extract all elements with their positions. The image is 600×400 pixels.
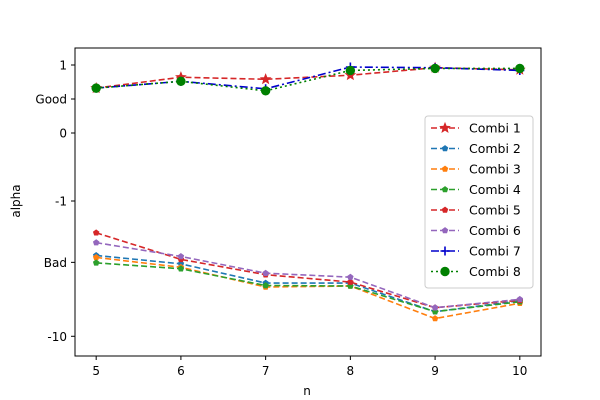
y-tick-label: Good bbox=[35, 93, 67, 107]
legend-label: Combi 6 bbox=[469, 223, 521, 238]
legend-box bbox=[424, 115, 534, 289]
y-axis-label: alpha bbox=[9, 184, 23, 217]
x-axis-label: n bbox=[303, 384, 311, 398]
legend-marker bbox=[441, 227, 449, 234]
x-tick-label: 6 bbox=[177, 364, 185, 378]
data-point bbox=[92, 259, 100, 266]
legend-entry: Combi 5 bbox=[431, 203, 521, 218]
legend-label: Combi 1 bbox=[469, 121, 521, 136]
data-point bbox=[431, 315, 439, 322]
legend-label: Combi 8 bbox=[469, 264, 521, 279]
legend-entry: Combi 8 bbox=[431, 264, 521, 279]
legend-label: Combi 3 bbox=[469, 162, 521, 177]
data-point bbox=[177, 253, 185, 260]
legend-marker bbox=[440, 266, 450, 277]
y-tick-label: 0 bbox=[59, 127, 67, 141]
data-point bbox=[91, 83, 101, 93]
series-6 bbox=[92, 239, 524, 311]
series-line bbox=[96, 67, 520, 92]
data-point bbox=[515, 63, 525, 74]
data-point bbox=[347, 278, 354, 285]
series-line bbox=[96, 256, 520, 320]
data-point bbox=[347, 273, 354, 280]
legend-marker bbox=[441, 206, 449, 213]
legend-entry: Combi 3 bbox=[431, 162, 521, 177]
data-point bbox=[92, 229, 100, 236]
legend-label: Combi 4 bbox=[469, 182, 521, 197]
series-line bbox=[96, 241, 520, 309]
data-point bbox=[92, 239, 100, 246]
legend-entry: Combi 2 bbox=[431, 141, 521, 156]
data-point bbox=[262, 282, 269, 289]
plot-area bbox=[90, 61, 526, 322]
x-tick-label: 8 bbox=[347, 364, 355, 378]
legend-label: Combi 7 bbox=[469, 244, 521, 259]
legend-marker bbox=[441, 186, 449, 193]
legend-label: Combi 5 bbox=[469, 203, 521, 218]
legend-marker bbox=[440, 246, 450, 256]
data-point bbox=[177, 265, 185, 272]
legend-entry: Combi 4 bbox=[431, 182, 521, 197]
legend-marker bbox=[441, 145, 449, 152]
data-point bbox=[259, 73, 272, 85]
legend-marker bbox=[439, 121, 451, 133]
y-tick-label: -1 bbox=[55, 195, 67, 209]
x-tick-label: 9 bbox=[431, 364, 439, 378]
data-point bbox=[431, 304, 439, 311]
series-8 bbox=[91, 63, 525, 96]
data-point bbox=[92, 254, 100, 261]
y-tick-label: Bad bbox=[44, 256, 67, 270]
data-point bbox=[260, 86, 271, 96]
y-tick-label: -10 bbox=[47, 330, 67, 344]
legend: Combi 1 Combi 2 Combi 3 Combi 4 Combi 5 Combi… bbox=[424, 115, 534, 289]
x-tick-label: 10 bbox=[512, 364, 527, 378]
axes: 5 6 7 8 9 10 1 Good 0 -1 Bad -10 bbox=[35, 47, 542, 378]
legend-label: Combi 2 bbox=[469, 141, 521, 156]
legend-marker bbox=[441, 165, 449, 172]
legend-entry: Combi 7 bbox=[431, 244, 521, 259]
y-tick-label: 1 bbox=[59, 59, 67, 73]
x-tick-label: 5 bbox=[92, 364, 100, 378]
data-point bbox=[516, 295, 524, 303]
series-line bbox=[96, 254, 520, 313]
x-tick-label: 7 bbox=[262, 364, 270, 378]
plot-frame bbox=[74, 47, 542, 357]
legend-entry: Combi 6 bbox=[431, 223, 521, 238]
data-point bbox=[176, 76, 186, 87]
data-point bbox=[345, 65, 356, 76]
data-point bbox=[262, 269, 269, 276]
legend-entry: Combi 1 bbox=[431, 121, 521, 136]
data-point bbox=[430, 63, 440, 74]
